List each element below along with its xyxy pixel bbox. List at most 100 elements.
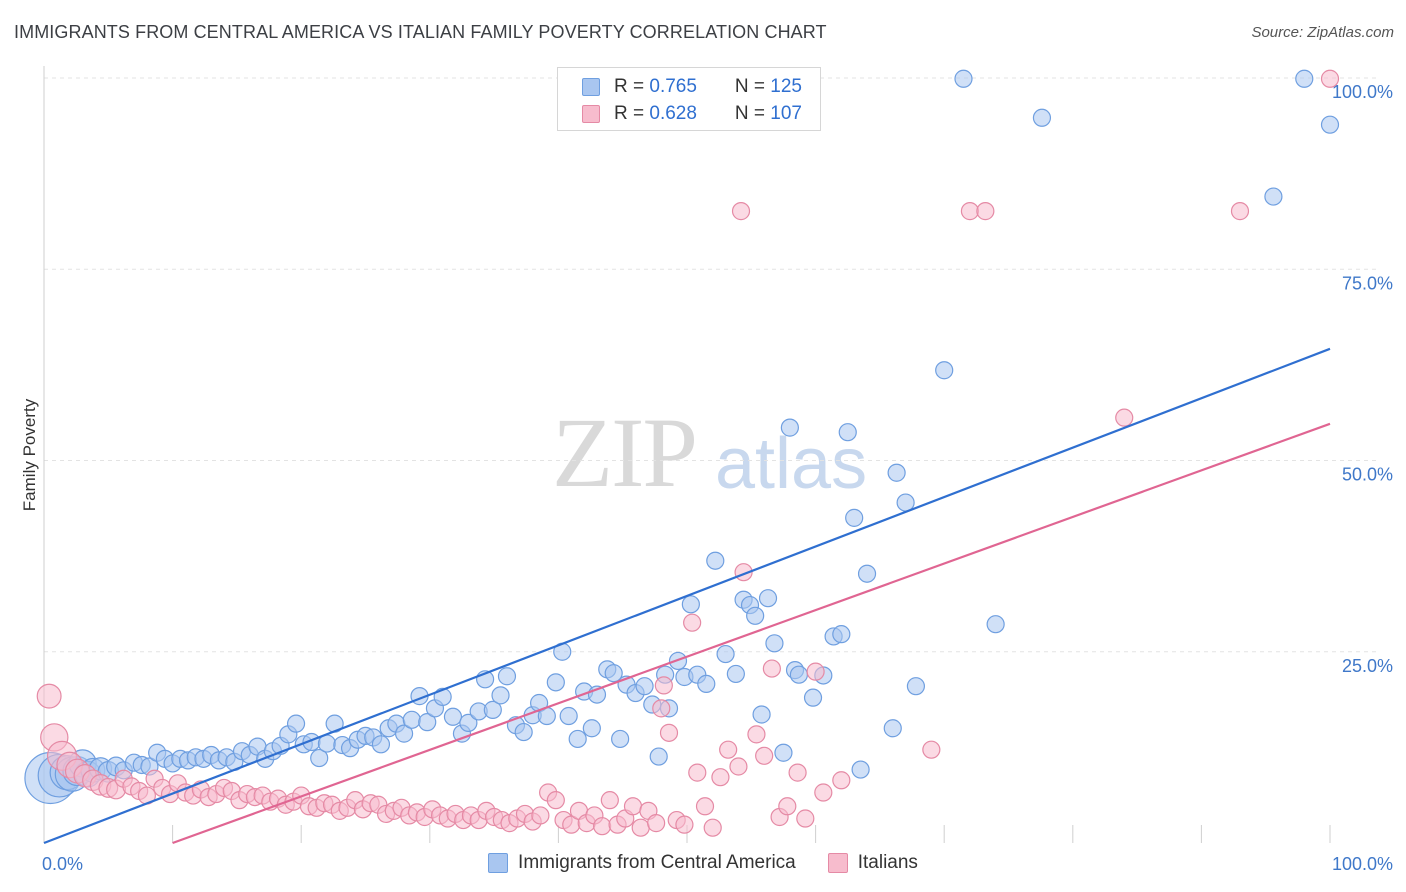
point-central-america xyxy=(716,644,735,664)
legend-swatch-central-america xyxy=(582,78,600,96)
point-italians xyxy=(675,815,694,834)
point-central-america xyxy=(780,418,799,437)
series-swatch-central-america xyxy=(488,853,509,873)
point-italians xyxy=(600,791,619,810)
point-central-america xyxy=(851,760,870,779)
point-italians xyxy=(778,797,797,816)
point-central-america xyxy=(394,724,414,743)
point-italians xyxy=(976,202,995,221)
series-label-central-america: Immigrants from Central America xyxy=(518,852,796,873)
series-legend-italians[interactable]: Italians xyxy=(827,852,918,874)
series-legend: Immigrants from Central America Italians xyxy=(0,852,1406,874)
point-central-america xyxy=(697,674,716,693)
point-central-america xyxy=(706,551,725,570)
series-swatch-italians xyxy=(827,853,848,873)
y-tick-label: 100.0% xyxy=(1332,82,1393,102)
point-central-america xyxy=(832,625,851,644)
point-italians xyxy=(695,797,715,816)
legend-n-label: N = xyxy=(734,103,771,124)
point-central-america xyxy=(954,69,973,88)
legend-r-label: R = xyxy=(614,103,650,124)
point-central-america xyxy=(559,706,578,726)
point-central-america xyxy=(838,423,857,442)
legend-swatch-italians xyxy=(582,105,600,123)
point-central-america xyxy=(935,361,954,380)
y-tick-label: 25.0% xyxy=(1342,656,1393,676)
point-central-america xyxy=(774,743,793,762)
watermark-zip: ZIP xyxy=(552,397,698,508)
point-italians xyxy=(647,814,666,833)
point-italians xyxy=(755,746,774,765)
point-central-america xyxy=(789,665,808,684)
point-central-america xyxy=(883,719,902,738)
point-central-america xyxy=(418,713,437,732)
y-tick-label: 75.0% xyxy=(1342,273,1393,293)
point-italians xyxy=(731,202,751,221)
legend-r-value: 0.765 xyxy=(649,76,697,97)
point-central-america xyxy=(546,673,565,692)
point-italians xyxy=(1320,69,1340,88)
legend-r-label: R = xyxy=(614,76,650,97)
point-central-america xyxy=(491,686,510,705)
point-central-america xyxy=(845,508,864,527)
series-label-italians: Italians xyxy=(857,852,918,873)
point-central-america xyxy=(514,722,533,742)
correlation-legend: R = 0.765 N = 125 R = 0.628 N = 107 xyxy=(557,67,821,131)
point-central-america xyxy=(803,688,823,707)
x-tick-label: 100.0% xyxy=(1332,854,1393,874)
point-central-america xyxy=(635,677,654,696)
point-central-america xyxy=(681,595,700,614)
point-italians xyxy=(711,768,730,787)
point-italians xyxy=(546,791,565,810)
point-italians xyxy=(688,763,707,782)
point-italians xyxy=(796,809,815,828)
point-central-america xyxy=(887,463,906,482)
point-central-america xyxy=(582,719,601,738)
point-italians xyxy=(36,683,62,709)
point-central-america xyxy=(459,713,478,732)
point-italians xyxy=(703,818,722,837)
legend-row-italians: R = 0.628 N = 107 xyxy=(582,102,802,126)
point-central-america xyxy=(286,714,306,733)
point-italians xyxy=(1115,408,1134,427)
point-italians xyxy=(654,676,673,695)
point-central-america xyxy=(752,705,771,724)
point-central-america xyxy=(765,634,784,653)
point-central-america xyxy=(1320,115,1340,134)
point-italians xyxy=(960,202,980,221)
point-central-america xyxy=(433,687,452,706)
legend-r-value: 0.628 xyxy=(649,103,697,124)
point-italians xyxy=(814,783,833,802)
point-italians xyxy=(747,725,766,744)
point-central-america xyxy=(611,729,630,749)
point-italians xyxy=(623,797,643,816)
point-central-america xyxy=(758,589,778,608)
x-tick-label: 0.0% xyxy=(42,854,83,874)
legend-n-value: 125 xyxy=(770,76,802,97)
point-italians xyxy=(593,817,612,836)
point-italians xyxy=(788,763,807,782)
point-central-america xyxy=(726,664,745,684)
series-legend-central-america[interactable]: Immigrants from Central America xyxy=(488,852,796,874)
point-italians xyxy=(719,740,738,759)
point-italians xyxy=(922,740,941,759)
point-italians xyxy=(652,699,671,718)
point-italians xyxy=(531,806,550,825)
y-tick-label: 50.0% xyxy=(1342,465,1393,485)
point-italians xyxy=(683,613,702,632)
source-label: Source: ZipAtlas.com xyxy=(1251,24,1394,41)
point-central-america xyxy=(1032,108,1052,127)
legend-n-value: 107 xyxy=(770,103,802,124)
trendline-italians xyxy=(172,422,1331,845)
point-italians xyxy=(762,659,781,678)
point-central-america xyxy=(1295,69,1314,88)
point-central-america xyxy=(1264,187,1283,206)
point-italians xyxy=(729,757,748,776)
point-central-america xyxy=(604,664,623,683)
point-central-america xyxy=(443,707,463,726)
point-central-america xyxy=(497,667,517,686)
point-central-america xyxy=(857,564,877,583)
point-central-america xyxy=(310,748,329,768)
point-central-america xyxy=(402,710,421,729)
